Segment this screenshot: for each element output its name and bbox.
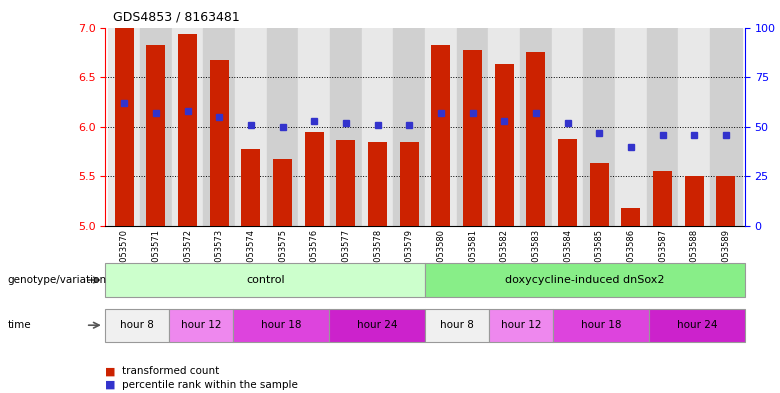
Bar [653,171,672,226]
Bar [431,45,450,226]
Text: transformed count: transformed count [122,366,220,376]
Bar [425,28,457,226]
Bar [242,149,261,226]
Bar [647,28,679,226]
Bar [520,28,551,226]
Bar [108,28,140,226]
Text: hour 18: hour 18 [581,320,621,330]
Bar [299,28,330,226]
Bar [210,60,229,226]
Text: ■: ■ [105,366,115,376]
Bar [147,45,165,226]
Text: GDS4853 / 8163481: GDS4853 / 8163481 [113,11,240,24]
Bar [362,28,393,226]
Bar [679,28,710,226]
Bar [115,28,134,226]
Bar [140,28,172,226]
Text: hour 8: hour 8 [440,320,474,330]
Text: ■: ■ [105,380,115,390]
Bar [336,140,356,226]
Bar [235,28,267,226]
Bar [495,64,514,226]
Bar [400,141,419,226]
Text: hour 24: hour 24 [677,320,717,330]
Bar [178,35,197,226]
Text: control: control [246,275,285,285]
Bar [204,28,235,226]
Bar [526,52,545,226]
Bar [622,208,640,226]
Text: time: time [8,320,31,330]
Bar [463,50,482,226]
Bar [305,132,324,226]
Bar [590,163,608,226]
Bar [172,28,204,226]
Bar [368,141,387,226]
Bar [716,176,736,226]
Text: hour 24: hour 24 [357,320,397,330]
Text: hour 12: hour 12 [181,320,222,330]
Text: genotype/variation: genotype/variation [8,275,107,285]
Text: doxycycline-induced dnSox2: doxycycline-induced dnSox2 [505,275,665,285]
Bar [710,28,742,226]
Text: hour 18: hour 18 [261,320,301,330]
Bar [267,28,299,226]
Bar [273,160,292,226]
Bar [551,28,583,226]
Bar [457,28,488,226]
Bar [488,28,520,226]
Bar [615,28,647,226]
Bar [685,176,704,226]
Text: percentile rank within the sample: percentile rank within the sample [122,380,298,390]
Text: hour 8: hour 8 [120,320,154,330]
Bar [558,139,577,226]
Bar [393,28,425,226]
Text: hour 12: hour 12 [501,320,541,330]
Bar [583,28,615,226]
Bar [330,28,362,226]
